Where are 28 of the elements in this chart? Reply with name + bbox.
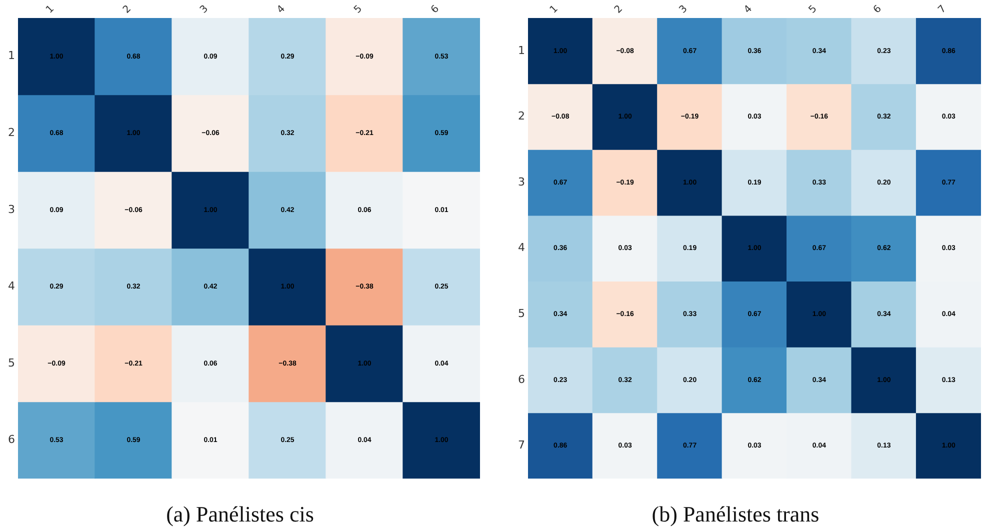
y-tick-label: 1 [518,44,525,57]
y-tick-label: 4 [518,241,525,254]
x-tick-label: 5 [806,3,820,16]
y-tick-label: 5 [8,356,15,370]
x-tick-label: 1 [44,3,56,16]
x-tick-label: 6 [429,3,442,16]
y-tick-label: 7 [518,438,525,452]
text: (a) Panélistes cis [166,502,314,527]
x-tick-label: 3 [198,3,210,16]
y-tick-label: 6 [8,433,15,446]
x-tick-label: 1 [548,3,560,16]
y-tick-label: 5 [518,306,525,320]
y-tick-label: 2 [518,110,525,123]
x-tick-label: 2 [612,3,626,16]
text: (b) Panélistes trans [652,502,820,527]
x-tick-label: 3 [677,3,690,16]
y-tick-label: 2 [8,126,15,140]
x-tick-label: 4 [742,3,754,16]
x-tick-label: 4 [275,3,288,16]
y-tick-label: 3 [8,202,15,216]
x-tick-label: 5 [352,3,364,16]
x-tick-label: 2 [121,3,134,16]
y-tick-label: 1 [8,49,15,62]
y-tick-label: 6 [518,372,525,386]
x-tick-label: 7 [936,3,949,16]
x-tick-label: 6 [872,3,884,16]
y-tick-label: 4 [8,280,15,293]
y-tick-label: 3 [518,175,525,188]
